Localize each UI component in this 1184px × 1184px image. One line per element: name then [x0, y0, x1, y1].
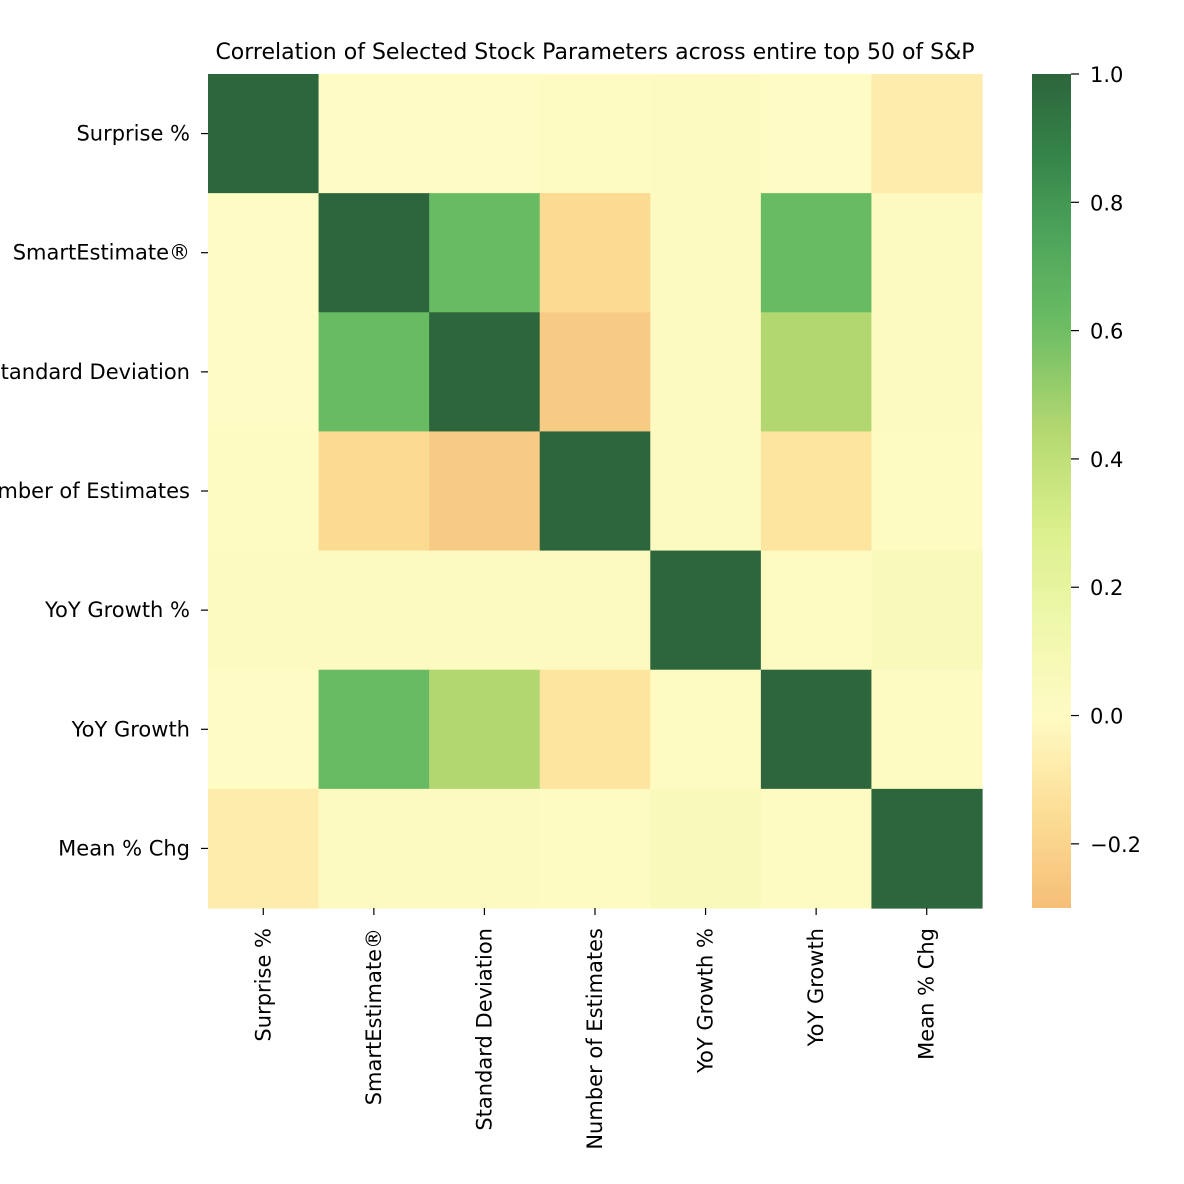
heatmap-cell — [429, 669, 541, 790]
heatmap-cell — [318, 74, 430, 194]
heatmap-cell — [208, 788, 320, 909]
colorbar-tick-label: 0.2 — [1090, 576, 1123, 600]
heatmap-cell — [650, 550, 762, 671]
column-tick-label: YoY Growth % — [694, 928, 718, 1074]
column-tick-label: Mean % Chg — [915, 928, 939, 1060]
colorbar — [1032, 74, 1071, 908]
heatmap-cell — [429, 193, 541, 313]
heatmap-cell — [539, 669, 651, 790]
colorbar-tick-label: 0.0 — [1090, 705, 1123, 729]
heatmap-cell — [318, 193, 430, 313]
heatmap-cell — [650, 193, 762, 313]
row-tick-label: SmartEstimate® — [13, 241, 190, 265]
colorbar-tick-label: 0.6 — [1090, 320, 1123, 344]
row-tick-label: Mean % Chg — [58, 836, 190, 860]
heatmap-cell — [429, 431, 541, 552]
heatmap-cell — [429, 74, 541, 194]
heatmap-cell — [318, 669, 430, 790]
heatmap-cell — [760, 74, 873, 194]
heatmap-cell — [208, 550, 320, 671]
heatmap-cell — [871, 788, 983, 909]
heatmap-cell — [760, 431, 873, 552]
row-tick-label: Number of Estimates — [0, 479, 190, 503]
column-tick-labels: Surprise % SmartEstimate® Standard Deviati… — [251, 908, 939, 1150]
heatmap-cell — [539, 74, 651, 194]
heatmap-cell — [871, 312, 983, 433]
heatmap-cell — [760, 669, 873, 790]
heatmap-cell — [539, 312, 651, 433]
row-tick-label: Standard Deviation — [0, 360, 190, 384]
colorbar-tick-label: 1.0 — [1090, 63, 1123, 87]
heatmap-cell — [650, 74, 762, 194]
heatmap-cell — [208, 669, 320, 790]
heatmap-cell — [871, 431, 983, 552]
heatmap-cell — [871, 193, 983, 313]
colorbar-tick-label: −0.2 — [1090, 833, 1141, 857]
heatmap-cell — [760, 193, 873, 313]
heatmap-cell — [760, 550, 873, 671]
heatmap-cells — [208, 74, 983, 909]
heatmap-cell — [429, 788, 541, 909]
heatmap-cell — [539, 788, 651, 909]
heatmap-cell — [871, 74, 983, 194]
heatmap-cell — [208, 193, 320, 313]
heatmap-cell — [539, 550, 651, 671]
heatmap-cell — [539, 431, 651, 552]
heatmap-cell — [318, 550, 430, 671]
heatmap-cell — [208, 431, 320, 552]
heatmap-cell — [871, 550, 983, 671]
heatmap-cell — [208, 74, 320, 194]
heatmap-cell — [760, 312, 873, 433]
colorbar-tick-label: 0.8 — [1090, 191, 1123, 215]
heatmap-cell — [318, 312, 430, 433]
heatmap-cell — [650, 312, 762, 433]
column-tick-label: SmartEstimate® — [362, 928, 386, 1105]
heatmap-cell — [650, 669, 762, 790]
heatmap-cell — [760, 788, 873, 909]
heatmap-cell — [318, 431, 430, 552]
heatmap-cell — [208, 312, 320, 433]
heatmap-cell — [429, 550, 541, 671]
chart-title: Correlation of Selected Stock Parameters… — [215, 40, 974, 65]
heatmap-cell — [429, 312, 541, 433]
row-tick-labels: Surprise % SmartEstimate® Standard Deviati… — [0, 122, 208, 860]
heatmap-cell — [871, 669, 983, 790]
row-tick-label: Surprise % — [76, 122, 190, 146]
row-tick-label: YoY Growth % — [44, 598, 190, 622]
column-tick-label: YoY Growth — [804, 928, 828, 1047]
column-tick-label: Surprise % — [251, 928, 275, 1042]
heatmap-cell — [650, 788, 762, 909]
colorbar-tick-label: 0.4 — [1090, 448, 1123, 472]
heatmap-cell — [539, 193, 651, 313]
heatmap-cell — [318, 788, 430, 909]
column-tick-label: Standard Deviation — [472, 928, 496, 1131]
row-tick-label: YoY Growth — [71, 717, 190, 741]
heatmap-cell — [650, 431, 762, 552]
column-tick-label: Number of Estimates — [583, 928, 607, 1150]
colorbar-tick-labels: 1.0 0.8 0.6 0.4 0.2 0.0 −0.2 — [1071, 63, 1141, 857]
